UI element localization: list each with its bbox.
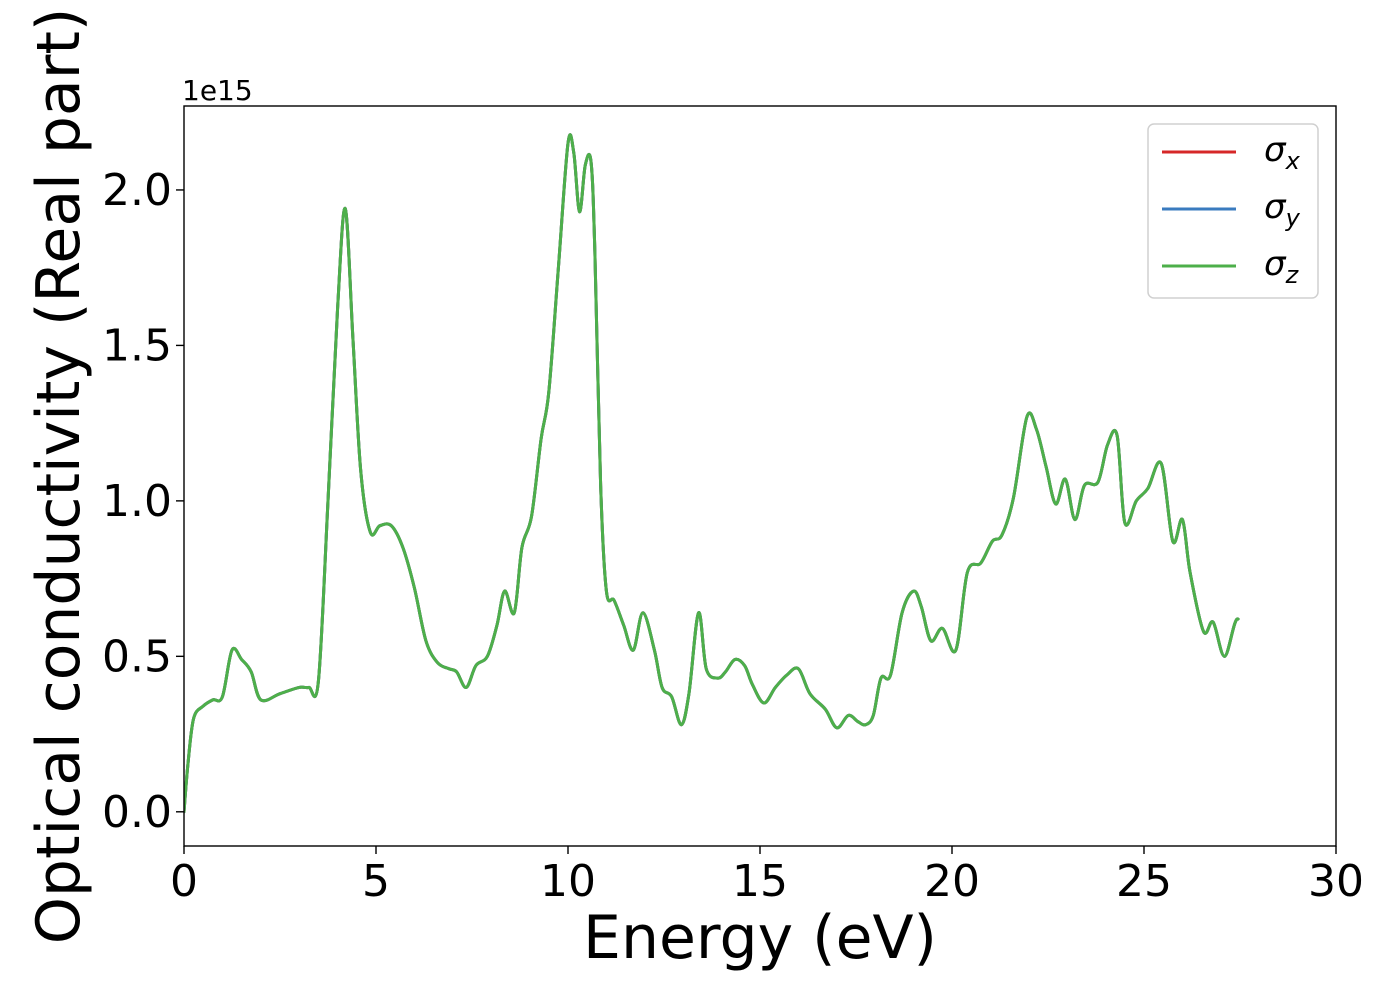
x-axis-ticks: 0 5 10 15 20 25 30: [170, 846, 1364, 907]
legend-box: [1147, 123, 1319, 299]
x-tick-label: 10: [540, 856, 596, 907]
plot-background: [184, 106, 1336, 846]
y-axis-ticks: 0.0 0.5 1.0 1.5 2.0: [102, 165, 184, 838]
x-tick-label: 20: [924, 856, 980, 907]
series-line-sigma-z: [184, 133, 1240, 814]
y-tick-label: 2.0: [102, 165, 172, 216]
x-tick-label: 15: [732, 856, 788, 907]
x-tick-label: 5: [362, 856, 390, 907]
y-tick-label: 0.0: [102, 787, 172, 838]
series-layer: [184, 133, 1240, 814]
y-tick-label: 0.5: [102, 631, 172, 682]
x-axis-label: Energy (eV): [583, 903, 937, 973]
x-tick-label: 25: [1116, 856, 1172, 907]
x-tick-label: 0: [170, 856, 198, 907]
y-tick-label: 1.5: [102, 320, 172, 371]
y-offset-label: 1e15: [182, 74, 253, 107]
x-tick-label: 30: [1308, 856, 1364, 907]
y-axis-label: Optical conductivity (Real part): [24, 8, 94, 945]
y-tick-label: 1.0: [102, 476, 172, 527]
